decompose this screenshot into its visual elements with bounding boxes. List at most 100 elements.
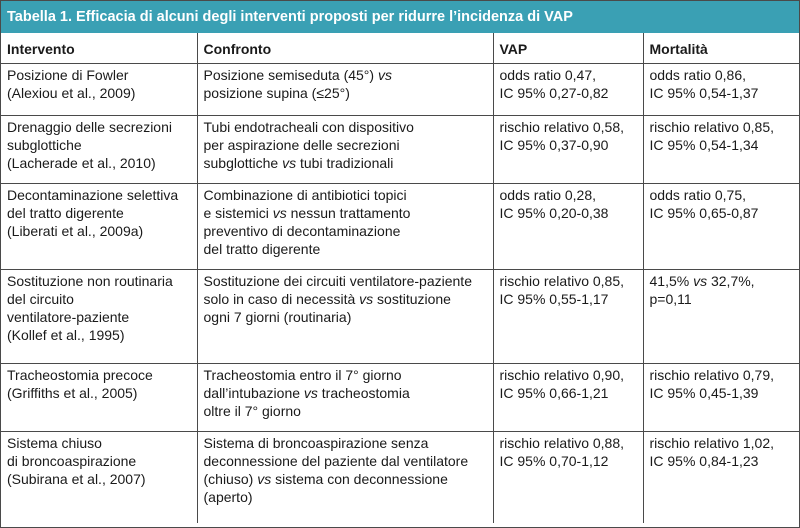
cell-line: (Liberati et al., 2009a): [7, 222, 144, 239]
cell-mortalita: odds ratio 0,86, IC 95% 0,54-1,37: [642, 63, 799, 116]
cell-line: odds ratio 0,47,: [499, 66, 597, 83]
cell-vap: rischio relativo 0,88, IC 95% 0,70-1,12: [492, 430, 644, 523]
cell-line: per aspirazione delle secrezioni: [203, 136, 400, 153]
cell-line: Posizione semiseduta (45°) vs: [204, 66, 487, 84]
header-vap: VAP: [492, 33, 644, 64]
cell-mortalita: rischio relativo 0,79, IC 95% 0,45-1,39: [642, 362, 799, 432]
cell-line: rischio relativo 1,02,: [649, 434, 775, 451]
cell-line: preventivo di decontaminazione: [203, 222, 401, 239]
cell-line: di broncoaspirazione: [7, 452, 137, 469]
cell-line: rischio relativo 0,85,: [649, 118, 775, 135]
cell-confronto: Tracheostomia entro il 7° giorno dall’in…: [196, 362, 494, 432]
vs-text: vs: [377, 66, 392, 83]
header-confronto: Confronto: [196, 33, 494, 64]
cell-mortalita: odds ratio 0,75, IC 95% 0,65-0,87: [642, 182, 799, 270]
cell-line: IC 95% 0,84-1,23: [649, 452, 759, 469]
cell-line: Sistema chiuso: [7, 434, 102, 451]
table-row: Drenaggio delle secrezioni subglottiche …: [1, 114, 799, 184]
cell-text: tubi tradizionali: [296, 154, 394, 171]
cell-line: IC 95% 0,20-0,38: [499, 204, 609, 221]
cell-line: IC 95% 0,55-1,17: [499, 290, 609, 307]
cell-line: Sistema di broncoaspirazione senza: [203, 434, 429, 451]
cell-line: e sistemici vs nessun trattamento: [204, 204, 487, 222]
cell-text: dall’intubazione: [203, 384, 304, 401]
interventions-table: Intervento Confronto VAP Mortalità Posiz…: [1, 33, 799, 523]
table-title: Tabella 1. Efficacia di alcuni degli int…: [1, 1, 799, 33]
cell-line: (Griffiths et al., 2005): [7, 384, 138, 401]
table-row: Sostituzione non routinaria del circuito…: [1, 268, 799, 364]
table-title-text: Efficacia di alcuni degli interventi pro…: [76, 9, 573, 25]
cell-line: deconnessione del paziente dal ventilato…: [203, 452, 469, 469]
cell-line: (Kollef et al., 1995): [7, 326, 125, 343]
cell-line: Sostituzione non routinaria: [7, 272, 173, 289]
cell-line: rischio relativo 0,58,: [499, 118, 625, 135]
cell-intervento: Posizione di Fowler (Alexiou et al., 200…: [1, 63, 198, 116]
cell-vap: odds ratio 0,28, IC 95% 0,20-0,38: [492, 182, 644, 270]
cell-line: IC 95% 0,54-1,37: [649, 84, 759, 101]
cell-line: Decontaminazione selettiva: [7, 186, 179, 203]
cell-line: Tubi endotracheali con dispositivo: [203, 118, 414, 135]
cell-line: subglottiche vs tubi tradizionali: [204, 154, 487, 172]
cell-text: e sistemici: [203, 204, 273, 221]
cell-line: oltre il 7° giorno: [203, 402, 301, 419]
cell-intervento: Sostituzione non routinaria del circuito…: [1, 268, 198, 364]
cell-text: sostituzione: [373, 290, 451, 307]
cell-line: IC 95% 0,54-1,34: [649, 136, 759, 153]
cell-confronto: Posizione semiseduta (45°) vs posizione …: [196, 63, 494, 116]
cell-intervento: Decontaminazione selettiva del tratto di…: [1, 182, 198, 270]
cell-line: (aperto): [203, 488, 253, 505]
cell-text: 41,5%: [649, 272, 694, 289]
cell-line: rischio relativo 0,88,: [499, 434, 625, 451]
table-row: Sistema chiuso di broncoaspirazione (Sub…: [1, 430, 799, 523]
cell-line: rischio relativo 0,90,: [499, 366, 625, 383]
cell-intervento: Sistema chiuso di broncoaspirazione (Sub…: [1, 430, 198, 523]
cell-line: IC 95% 0,45-1,39: [649, 384, 759, 401]
cell-line: del circuito: [7, 290, 74, 307]
cell-confronto: Combinazione di antibiotici topici e sis…: [196, 182, 494, 270]
vs-text: vs: [272, 204, 287, 221]
cell-vap: rischio relativo 0,85, IC 95% 0,55-1,17: [492, 268, 644, 364]
cell-text: sistema con deconnessione: [271, 470, 448, 487]
cell-text: (chiuso): [203, 470, 258, 487]
cell-line: rischio relativo 0,85,: [499, 272, 625, 289]
table-header-row: Intervento Confronto VAP Mortalità: [1, 33, 799, 64]
cell-intervento: Tracheostomia precoce (Griffiths et al.,…: [1, 362, 198, 432]
cell-line: IC 95% 0,65-0,87: [649, 204, 759, 221]
cell-line: p=0,11: [649, 290, 692, 307]
cell-line: Tracheostomia precoce: [7, 366, 153, 383]
cell-confronto: Tubi endotracheali con dispositivo per a…: [196, 114, 494, 184]
cell-line: ventilatore-paziente: [7, 308, 130, 325]
cell-text: solo in caso di necessità: [203, 290, 360, 307]
cell-line: odds ratio 0,75,: [649, 186, 747, 203]
cell-line: (Subirana et al., 2007): [7, 470, 146, 487]
cell-vap: rischio relativo 0,58, IC 95% 0,37-0,90: [492, 114, 644, 184]
cell-vap: odds ratio 0,47, IC 95% 0,27-0,82: [492, 63, 644, 116]
cell-line: Posizione di Fowler: [7, 66, 129, 83]
cell-mortalita: rischio relativo 1,02, IC 95% 0,84-1,23: [642, 430, 799, 523]
cell-line: (chiuso) vs sistema con deconnessione: [204, 470, 487, 488]
cell-text: subglottiche: [203, 154, 283, 171]
cell-line: (Lacherade et al., 2010): [7, 154, 156, 171]
cell-line: ogni 7 giorni (routinaria): [203, 308, 352, 325]
cell-line: del tratto digerente: [7, 204, 124, 221]
cell-line: solo in caso di necessità vs sostituzion…: [204, 290, 487, 308]
cell-line: odds ratio 0,86,: [649, 66, 747, 83]
cell-line: IC 95% 0,70-1,12: [499, 452, 609, 469]
vs-text: vs: [693, 272, 708, 289]
cell-line: posizione supina (≤25°): [203, 84, 350, 101]
vs-text: vs: [282, 154, 297, 171]
cell-mortalita: 41,5% vs 32,7%, p=0,11: [642, 268, 799, 364]
cell-vap: rischio relativo 0,90, IC 95% 0,66-1,21: [492, 362, 644, 432]
header-intervento: Intervento: [1, 33, 198, 64]
cell-line: (Alexiou et al., 2009): [7, 84, 136, 101]
cell-line: Combinazione di antibiotici topici: [203, 186, 407, 203]
vs-text: vs: [257, 470, 272, 487]
cell-text: 32,7%,: [707, 272, 755, 289]
cell-confronto: Sostituzione dei circuiti ventilatore-pa…: [196, 268, 494, 364]
vs-text: vs: [359, 290, 374, 307]
cell-line: Sostituzione dei circuiti ventilatore-pa…: [203, 272, 472, 289]
table-row: Posizione di Fowler (Alexiou et al., 200…: [1, 63, 799, 116]
table-title-prefix: Tabella 1.: [7, 9, 73, 25]
header-mortalita: Mortalità: [642, 33, 799, 64]
